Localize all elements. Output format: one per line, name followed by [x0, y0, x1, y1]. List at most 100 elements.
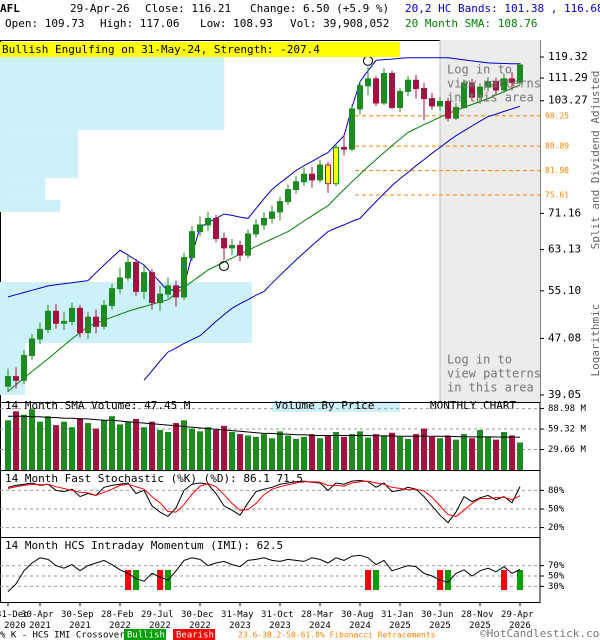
bullish-signal: [133, 570, 139, 590]
candle-body: [509, 78, 515, 83]
candle-body: [181, 257, 187, 298]
candle-body: [269, 211, 275, 219]
volume-bar: [357, 431, 363, 470]
volume-bar: [397, 436, 403, 470]
volume-bar: [453, 439, 459, 470]
volume-by-price-bar: [0, 57, 225, 131]
volume-bar: [21, 414, 27, 470]
x-tick-label: 30-Jun 2025: [421, 610, 459, 631]
bullish-label: Bullish: [127, 631, 165, 640]
volume-bar: [269, 438, 275, 470]
candle-body: [165, 285, 171, 295]
close: Close: 116.21: [145, 2, 231, 15]
candle-body: [69, 307, 75, 322]
symbol: AFL: [0, 2, 20, 15]
candle-body: [37, 328, 43, 340]
x-tick-label: 28-Feb 2022: [101, 610, 139, 631]
volume-bar: [293, 438, 299, 470]
volume-bar: [85, 423, 91, 470]
candle-body: [101, 304, 107, 327]
candle-body: [381, 72, 387, 104]
volume-bar: [189, 428, 195, 470]
bearish-signal: [501, 570, 507, 590]
candle-body: [13, 376, 19, 381]
volume-bar: [253, 436, 259, 470]
panel: [0, 479, 540, 529]
volume-bar: [413, 434, 419, 470]
panel-title: 14 Month Fast Stochastic (%K) (%D): 86.1…: [5, 472, 303, 485]
bullish-key: [124, 629, 166, 640]
candle-body: [93, 316, 99, 327]
x-tick-label: 28-Nov 2025: [461, 610, 499, 631]
volume-bar: [213, 429, 219, 470]
y-tick-label: 20%: [548, 523, 565, 533]
fibonacci-label: 98.25: [545, 111, 569, 120]
candle-body: [373, 78, 379, 104]
volume-bar: [389, 432, 395, 470]
y-tick-label: 47.08: [548, 331, 581, 344]
y-tick-label: 80%: [548, 486, 565, 496]
candle-body: [309, 173, 315, 181]
candle-body: [453, 106, 459, 119]
candle-body: [285, 189, 291, 203]
volume-bar: [197, 431, 203, 470]
volume-bar: [229, 432, 235, 470]
panel-title: 14 Month SMA Volume: 47.45 M: [5, 399, 191, 412]
pivot-high: [363, 55, 373, 66]
candle-body: [21, 354, 27, 381]
vbp-label: Volume By Price: [275, 399, 374, 412]
volume-by-price-bar: [0, 130, 79, 178]
candle-body: [205, 217, 211, 226]
volume-bar: [53, 425, 59, 470]
candle-body: [277, 201, 283, 213]
panel-title: 14 Month HCS Intraday Momentum (IMI): 62…: [5, 539, 283, 552]
volume-bar: [509, 435, 515, 470]
panel-frame: [0, 537, 541, 603]
fibonacci-label: 81.98: [545, 166, 569, 175]
period-label: MONTHLY CHART: [430, 399, 516, 412]
candle-body: [245, 233, 251, 256]
panel: [0, 554, 540, 592]
volume-bar: [69, 427, 75, 470]
y-tick-label: 55.10: [548, 284, 581, 297]
volume-bar: [285, 435, 291, 470]
y-tick-label: 59.32 M: [548, 425, 587, 435]
volume-bar: [493, 439, 499, 470]
locked-text: Log in to: [447, 63, 512, 77]
volume-bar: [405, 438, 411, 470]
chart-title: Bullish Engulfing on 31-May-24, Strength…: [2, 43, 320, 56]
bullish-signal: [373, 570, 379, 590]
y-tick-label: 39.05: [548, 388, 581, 401]
volume-bar: [485, 436, 491, 470]
candle-body: [29, 338, 35, 356]
locked-text: view patterns: [447, 77, 541, 91]
candle-body: [213, 217, 219, 239]
credit: ©HotCandlestick.com: [480, 627, 600, 640]
volume-bar: [469, 438, 475, 470]
volume-bar: [373, 434, 379, 470]
indicator-line: [7, 554, 521, 592]
volume-bar: [445, 435, 451, 470]
volume-bar: [317, 438, 323, 470]
volume-bar: [333, 432, 339, 470]
candle-body: [5, 376, 11, 387]
candle-body: [173, 285, 179, 298]
overlay-line: [7, 57, 521, 298]
volume: Vol: 39,908,052: [290, 17, 389, 30]
candle-body: [517, 64, 523, 83]
candle-body: [293, 181, 299, 191]
candle-body: [85, 316, 91, 334]
candle-body: [349, 108, 355, 150]
open: Open: 109.73: [5, 17, 84, 30]
x-tick-label: 31-Jan 2025: [381, 610, 419, 631]
candle-body: [397, 90, 403, 108]
indicator-line: [7, 479, 521, 524]
x-tick-label: 29-Apr 2026: [501, 610, 539, 631]
fibonacci-label: 75.61: [545, 191, 569, 200]
y-tick-label: 70%: [548, 561, 565, 571]
fibonacci-note: 23.6-38.2-50-61.8% Fibonacci Retracement…: [238, 631, 436, 640]
bearish-label: Bearish: [176, 631, 214, 640]
candle-body: [477, 86, 483, 98]
volume-bar: [157, 429, 163, 470]
